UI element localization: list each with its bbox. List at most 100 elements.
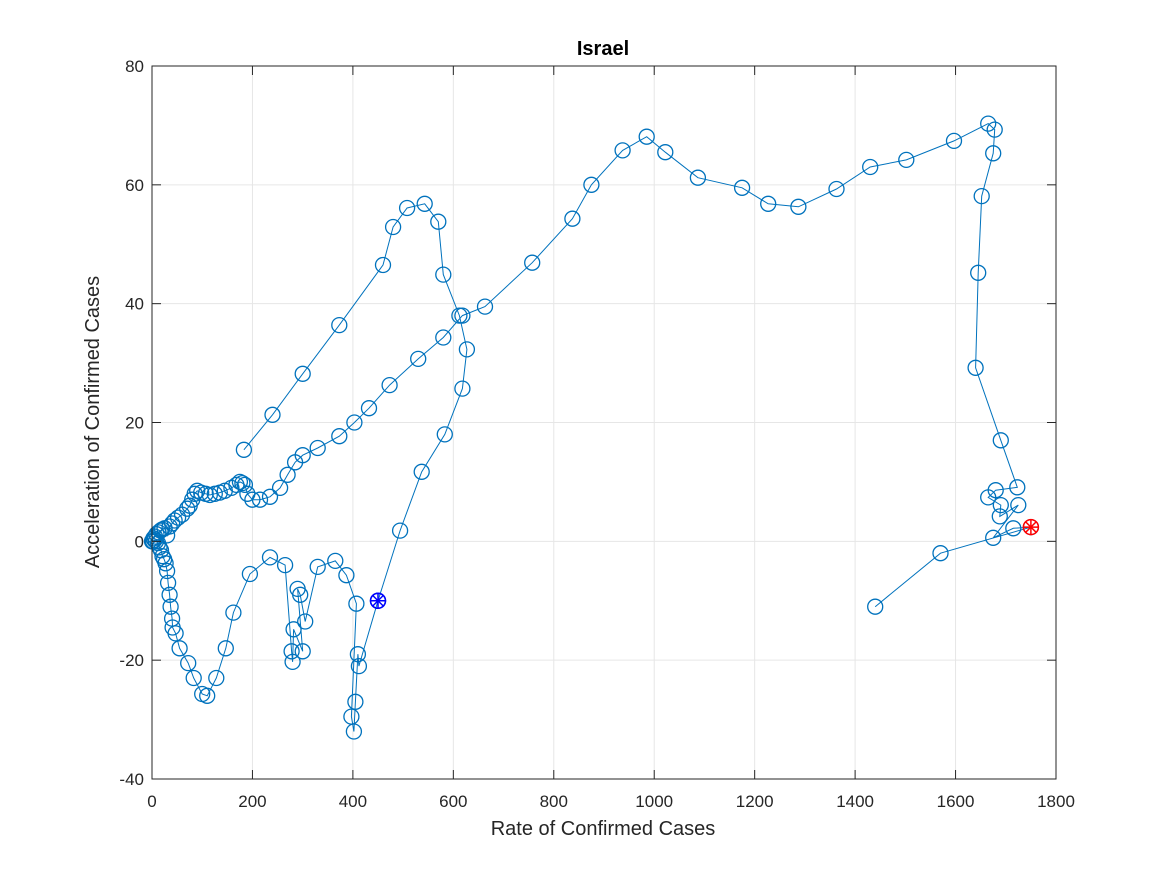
data-point-marker xyxy=(241,565,259,583)
data-point-marker xyxy=(285,621,302,638)
data-point-marker xyxy=(294,643,311,660)
data-point-marker xyxy=(985,145,1002,162)
data-point-marker xyxy=(862,158,879,176)
data-point-marker xyxy=(158,562,176,580)
x-tick-label: 1200 xyxy=(736,792,774,811)
data-point-marker xyxy=(967,359,984,376)
x-axis-label: Rate of Confirmed Cases xyxy=(491,818,716,840)
data-point-marker xyxy=(294,447,311,464)
x-tick-label: 0 xyxy=(147,792,156,811)
data-point-marker xyxy=(451,307,468,324)
data-point-marker xyxy=(327,552,344,570)
data-point-marker xyxy=(261,549,279,566)
data-point-marker xyxy=(346,414,363,431)
data-point-marker xyxy=(185,669,202,687)
data-point-marker xyxy=(454,380,471,397)
data-point-marker xyxy=(276,556,294,574)
end-point-marker xyxy=(1022,518,1040,536)
data-point-marker xyxy=(381,376,398,394)
data-series xyxy=(143,115,1040,740)
data-point-marker xyxy=(343,708,360,725)
data-point-marker xyxy=(828,180,845,198)
data-point-marker xyxy=(283,643,300,660)
data-point-marker xyxy=(1010,496,1027,514)
data-point-marker xyxy=(161,518,178,535)
data-point-marker xyxy=(360,400,378,417)
data-point-marker xyxy=(180,654,197,672)
data-point-marker xyxy=(898,151,915,169)
data-point-marker xyxy=(435,266,452,283)
data-point-marker xyxy=(194,685,211,703)
data-point-marker xyxy=(271,479,289,497)
data-point-marker xyxy=(992,496,1009,514)
data-point-marker xyxy=(733,179,751,196)
data-point-marker xyxy=(236,476,254,494)
x-tick-label: 800 xyxy=(540,792,568,811)
data-point-marker xyxy=(760,195,777,212)
data-point-marker xyxy=(416,195,433,212)
data-point-marker xyxy=(867,598,884,615)
data-point-marker xyxy=(331,428,348,445)
data-point-marker xyxy=(436,426,453,443)
data-point-marker xyxy=(279,466,296,483)
y-tick-labels: -40 -20 0 20 40 60 80 xyxy=(119,57,144,789)
y-axis-label: Acceleration of Confirmed Cases xyxy=(82,276,104,568)
data-point-marker xyxy=(1005,520,1022,537)
data-point-marker xyxy=(231,473,249,491)
data-point-marker xyxy=(179,500,196,517)
data-point-marker xyxy=(476,298,494,315)
data-point-marker xyxy=(524,254,541,271)
data-point-marker xyxy=(309,439,326,457)
data-point-marker xyxy=(348,595,365,612)
data-point-marker xyxy=(284,653,301,671)
data-point-marker xyxy=(430,213,447,230)
axes-box xyxy=(151,65,1057,780)
data-point-marker xyxy=(297,613,314,630)
data-point-marker xyxy=(349,646,367,663)
data-point-marker xyxy=(435,329,452,346)
x-tick-labels: 0 200 400 600 800 1000 1200 1400 1600 1800 xyxy=(147,792,1075,811)
data-point-marker xyxy=(158,527,176,544)
data-point-marker xyxy=(413,463,430,480)
x-tick-label: 1600 xyxy=(937,792,975,811)
series-line xyxy=(151,122,1032,732)
data-point-marker xyxy=(991,508,1008,525)
data-point-marker xyxy=(251,491,269,508)
data-point-marker xyxy=(458,341,476,358)
y-tick-label: 80 xyxy=(125,57,144,76)
chart-title: Israel xyxy=(577,38,629,60)
data-point-marker xyxy=(264,406,281,423)
data-point-marker xyxy=(223,479,240,497)
data-point-marker xyxy=(689,169,707,186)
data-point-marker xyxy=(391,522,409,539)
data-point-marker xyxy=(980,489,997,506)
data-point-marker xyxy=(985,529,1002,546)
y-tick-label: 60 xyxy=(125,176,144,195)
x-tick-label: 400 xyxy=(339,792,367,811)
data-point-marker xyxy=(945,132,963,150)
data-point-marker xyxy=(294,365,311,382)
data-point-marker xyxy=(992,432,1009,449)
y-tick-label: 40 xyxy=(125,295,144,314)
data-point-marker xyxy=(161,586,178,603)
data-point-marker xyxy=(289,580,306,598)
data-point-marker xyxy=(564,210,581,227)
data-point-marker xyxy=(614,142,631,159)
x-tick-label: 1800 xyxy=(1037,792,1075,811)
data-point-marker xyxy=(159,574,177,592)
data-point-marker xyxy=(638,128,655,145)
data-point-marker xyxy=(338,567,355,584)
data-point-marker xyxy=(235,441,253,458)
data-point-marker xyxy=(163,610,181,627)
data-point-marker xyxy=(228,476,245,494)
data-point-marker xyxy=(153,521,171,538)
data-point-marker xyxy=(410,350,427,368)
end-point-marker-stroke xyxy=(1024,520,1038,534)
data-point-marker xyxy=(986,121,1003,138)
y-tick-label: 0 xyxy=(135,532,144,551)
y-tick-label: 20 xyxy=(125,414,144,433)
data-point-marker xyxy=(790,198,807,215)
y-tick-label: -20 xyxy=(119,651,144,670)
data-point-marker xyxy=(234,474,251,492)
